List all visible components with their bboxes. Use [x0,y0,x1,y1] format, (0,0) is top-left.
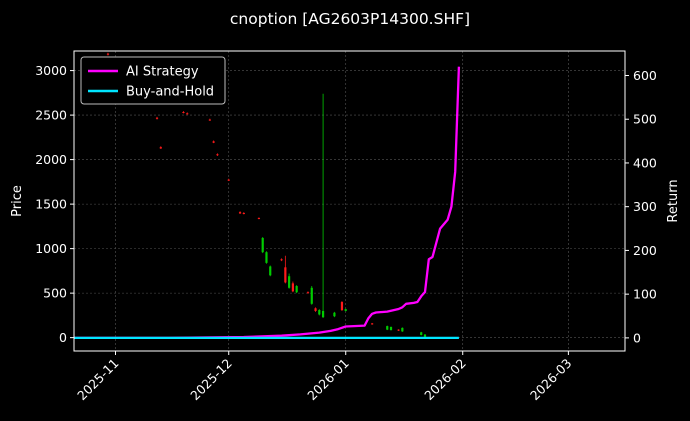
candle-body [216,154,219,156]
candle-body [238,212,242,214]
y-left-tick-label: 500 [43,286,67,301]
y-axis-right: 0 100 200 300 400 500 600 [625,68,657,345]
candle-body [371,323,374,325]
candle-body [397,329,400,331]
y-right-tick-label: 500 [633,112,657,127]
plot-frame [73,50,626,352]
candle-body [386,326,389,330]
series-lines [74,66,461,340]
candle-body [155,117,159,119]
candle-body [269,266,272,276]
candle-body [318,310,321,315]
candle-body [420,332,423,335]
y-axis-right-label: Return [666,179,681,222]
y-right-tick-label: 100 [633,287,657,302]
y-left-tick-label: 2500 [35,108,67,123]
legend-label-ai-strategy: AI Strategy [126,65,199,80]
legend: AI Strategy Buy-and-Hold [80,56,226,105]
candle-body [310,287,313,304]
candle-body [291,283,294,292]
y-left-tick-label: 3000 [35,63,67,78]
candle-body [242,213,245,215]
candle-body [344,309,347,311]
candle-body [321,310,325,318]
candle-body [333,312,336,317]
legend-label-buy-and-hold: Buy-and-Hold [126,85,214,100]
y-right-tick-label: 0 [633,330,641,345]
candle-body [389,326,393,331]
y-left-tick-label: 2000 [35,152,67,167]
candle-body [306,292,310,294]
candle-body [227,179,230,181]
y-axis-left-label: Price [10,185,25,217]
chart-title: cnoption [AG2603P14300.SHF] [230,10,470,28]
candle-body [261,237,264,253]
y-right-tick-label: 200 [633,243,657,258]
candle-body [159,147,162,149]
candles [106,52,427,338]
y-right-tick-label: 400 [633,155,657,170]
series-line [74,66,461,340]
y-left-tick-label: 1500 [35,197,67,212]
candle-body [340,302,344,311]
candle-body [106,53,110,55]
candle-body [401,327,404,332]
y-right-tick-label: 600 [633,68,657,83]
y-left-tick-label: 0 [59,330,67,345]
candle-body [182,111,185,113]
y-left-tick-label: 1000 [35,241,67,256]
candle-body [265,252,268,263]
candle-body [295,286,298,293]
candle-body [208,119,211,121]
candle-body [212,141,215,143]
candle-body [288,276,291,288]
candle-body [423,334,427,337]
candle-body [284,267,287,283]
candle-body [186,113,189,115]
candle-body [280,259,283,261]
candle-body [314,308,317,311]
candle-body [257,217,261,219]
y-axis-left: 0 500 1000 1500 2000 2500 3000 [35,63,74,345]
y-right-tick-label: 300 [633,199,657,214]
